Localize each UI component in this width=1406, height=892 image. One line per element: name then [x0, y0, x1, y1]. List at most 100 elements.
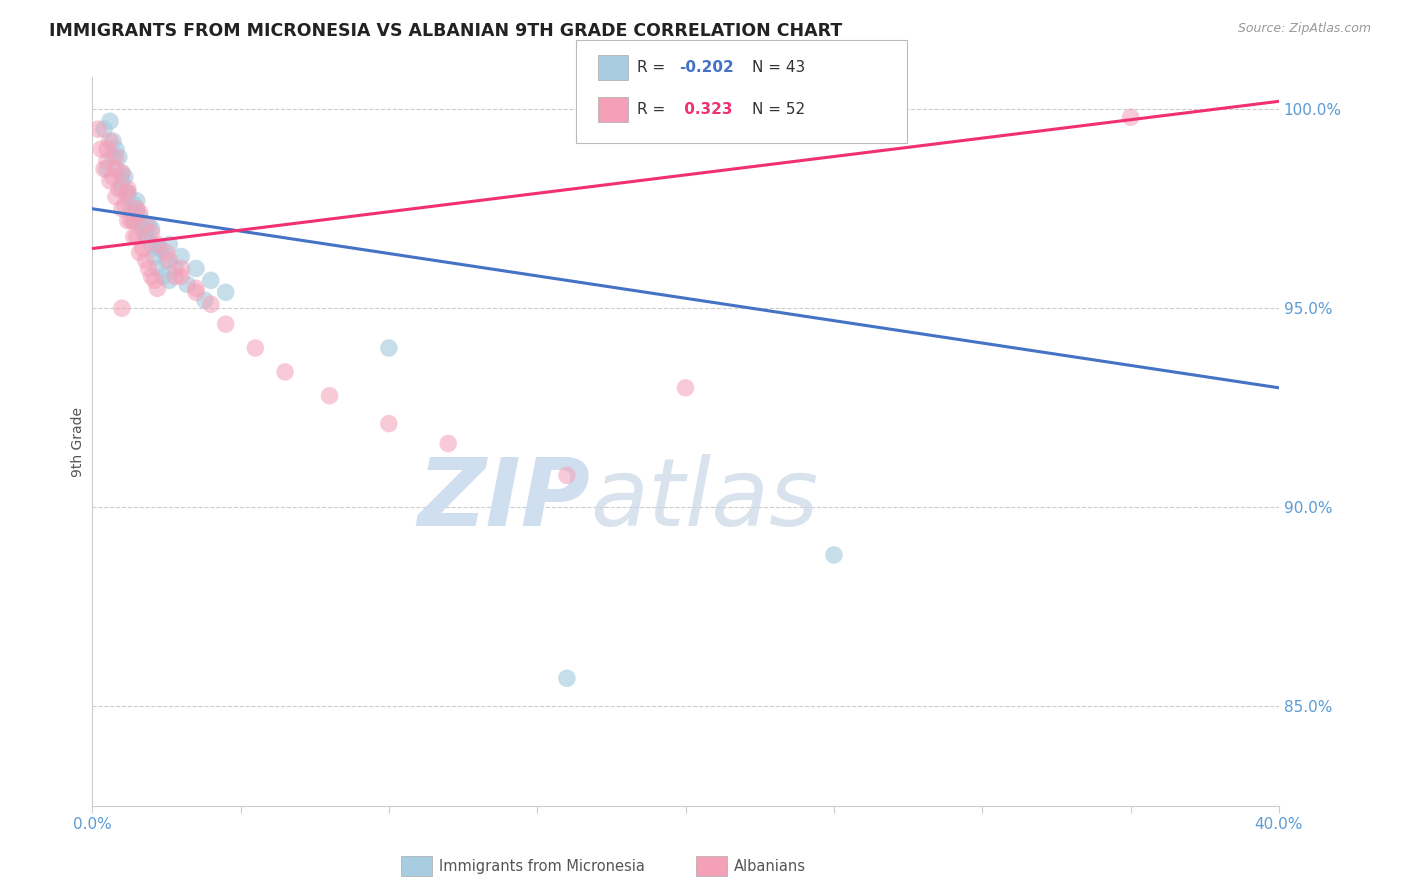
Point — [184, 261, 207, 276]
Point — [555, 671, 578, 685]
Point — [120, 213, 142, 227]
Point — [125, 229, 148, 244]
Point — [117, 182, 139, 196]
Point — [141, 226, 163, 240]
Point — [141, 237, 163, 252]
Point — [184, 285, 207, 300]
Point — [111, 166, 134, 180]
Point — [200, 273, 222, 287]
Text: Albanians: Albanians — [734, 859, 806, 873]
Point — [98, 134, 121, 148]
Point — [215, 317, 238, 331]
Point — [170, 250, 193, 264]
Point — [111, 202, 134, 216]
Point — [437, 436, 460, 450]
Point — [93, 161, 115, 176]
Point — [128, 245, 150, 260]
Point — [111, 174, 134, 188]
Point — [101, 169, 124, 184]
Point — [96, 142, 118, 156]
Point — [138, 218, 160, 232]
Point — [104, 150, 127, 164]
Point — [184, 281, 207, 295]
Point — [117, 186, 139, 200]
Point — [274, 365, 297, 379]
Point — [125, 202, 148, 216]
Point — [108, 182, 131, 196]
Point — [122, 229, 145, 244]
Point — [143, 250, 166, 264]
Point — [111, 301, 134, 316]
Text: R =: R = — [637, 61, 671, 75]
Text: Source: ZipAtlas.com: Source: ZipAtlas.com — [1237, 22, 1371, 36]
Text: Immigrants from Micronesia: Immigrants from Micronesia — [439, 859, 644, 873]
Y-axis label: 9th Grade: 9th Grade — [72, 407, 86, 476]
Point — [104, 190, 127, 204]
Point — [98, 174, 121, 188]
Point — [122, 213, 145, 227]
Point — [104, 142, 127, 156]
Point — [111, 182, 134, 196]
Point — [117, 190, 139, 204]
Point — [101, 134, 124, 148]
Point — [135, 229, 157, 244]
Point — [135, 218, 157, 232]
Point — [200, 297, 222, 311]
Point — [378, 341, 401, 355]
Point — [128, 205, 150, 219]
Point — [111, 166, 134, 180]
Point — [117, 213, 139, 227]
Point — [146, 242, 169, 256]
Point — [155, 253, 177, 268]
Point — [194, 293, 217, 308]
Point — [157, 253, 180, 268]
Point — [122, 198, 145, 212]
Point — [165, 269, 187, 284]
Point — [170, 261, 193, 276]
Point — [96, 153, 118, 168]
Point — [146, 281, 169, 295]
Point — [141, 221, 163, 235]
Point — [318, 389, 340, 403]
Text: N = 52: N = 52 — [752, 103, 806, 117]
Text: 0.323: 0.323 — [679, 103, 733, 117]
Point — [87, 122, 110, 136]
Point — [170, 269, 193, 284]
Text: atlas: atlas — [591, 454, 818, 545]
Point — [165, 261, 187, 276]
Point — [143, 273, 166, 287]
Point — [215, 285, 238, 300]
Point — [152, 269, 174, 284]
Point — [98, 114, 121, 128]
Point — [122, 213, 145, 227]
Point — [675, 381, 697, 395]
Point — [96, 161, 118, 176]
Point — [114, 169, 136, 184]
Point — [157, 237, 180, 252]
Text: N = 43: N = 43 — [752, 61, 806, 75]
Point — [117, 186, 139, 200]
Text: ZIP: ZIP — [418, 454, 591, 546]
Point — [108, 150, 131, 164]
Point — [135, 253, 157, 268]
Point — [131, 242, 153, 256]
Point — [555, 468, 578, 483]
Point — [101, 150, 124, 164]
Point — [245, 341, 267, 355]
Point — [176, 277, 198, 292]
Point — [120, 202, 142, 216]
Point — [125, 205, 148, 219]
Point — [1119, 110, 1142, 124]
Point — [131, 221, 153, 235]
Point — [146, 237, 169, 252]
Point — [149, 242, 172, 256]
Point — [135, 226, 157, 240]
Point — [823, 548, 845, 562]
Point — [93, 122, 115, 136]
Point — [378, 417, 401, 431]
Point — [104, 161, 127, 176]
Point — [125, 194, 148, 208]
Point — [146, 261, 169, 276]
Point — [157, 273, 180, 287]
Point — [138, 261, 160, 276]
